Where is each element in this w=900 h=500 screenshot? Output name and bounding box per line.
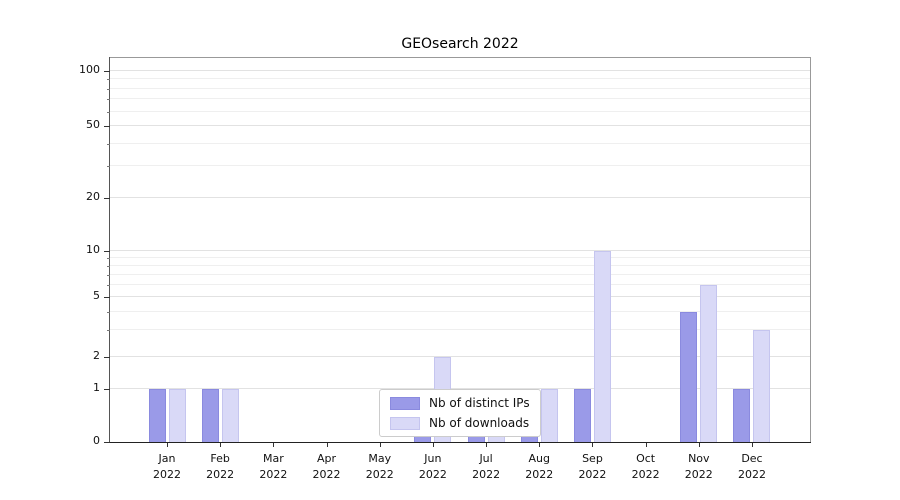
legend-item-downloads: Nb of downloads	[390, 416, 530, 430]
bar-downloads	[753, 330, 771, 442]
x-tick-label: Nov 2022	[684, 452, 713, 481]
x-tick-mark	[486, 443, 488, 447]
x-tick-label: Aug 2022	[525, 452, 554, 481]
y-minor-tick-mark	[107, 257, 110, 259]
y-tick-mark	[104, 389, 110, 390]
gridline-minor	[110, 98, 810, 100]
y-minor-tick-mark	[107, 284, 110, 286]
x-tick-mark	[592, 443, 594, 447]
gridline-minor	[110, 257, 810, 258]
legend-label-distinct-ips: Nb of distinct IPs	[429, 396, 530, 410]
x-axis-line	[109, 442, 811, 443]
x-tick-mark	[698, 443, 700, 447]
bar-downloads	[540, 389, 558, 442]
plot-spine-right	[810, 57, 811, 443]
y-tick-mark	[104, 71, 110, 72]
x-tick-label: Dec 2022	[737, 452, 766, 481]
y-minor-tick-mark	[107, 88, 110, 90]
x-tick-mark	[645, 443, 647, 447]
legend-item-distinct-ips: Nb of distinct IPs	[390, 396, 530, 410]
gridline-major	[110, 70, 810, 71]
bar-downloads	[593, 251, 611, 442]
x-tick-label: Jan 2022	[153, 452, 181, 481]
bar-distinct-ips	[680, 311, 698, 442]
y-minor-tick-mark	[107, 166, 110, 168]
y-tick-mark	[104, 442, 110, 443]
chart-title: GEOsearch 2022	[401, 36, 519, 52]
gridline-minor	[110, 87, 810, 89]
y-tick-mark	[104, 251, 110, 252]
gridline-minor	[110, 110, 810, 112]
plot-area	[110, 58, 810, 442]
gridline-minor	[110, 264, 810, 266]
gridline-major	[110, 296, 810, 297]
bar-downloads	[221, 389, 239, 442]
legend: Nb of distinct IPs Nb of downloads	[379, 389, 541, 437]
bar-distinct-ips	[573, 389, 591, 442]
gridline-minor	[110, 165, 810, 167]
legend-swatch-downloads	[390, 416, 420, 430]
x-tick-mark	[326, 443, 328, 447]
x-tick-mark	[220, 443, 222, 447]
y-tick-label: 10	[86, 243, 100, 256]
bar-downloads	[700, 284, 718, 442]
x-tick-label: Sep 2022	[578, 452, 607, 481]
y-tick-label: 20	[86, 190, 100, 203]
legend-label-downloads: Nb of downloads	[429, 416, 530, 430]
x-tick-label: Jul 2022	[472, 452, 501, 481]
x-tick-mark	[751, 443, 753, 447]
bar-downloads	[168, 389, 186, 442]
gridline-minor	[110, 142, 810, 144]
bar-distinct-ips	[733, 389, 751, 442]
y-minor-tick-mark	[107, 330, 110, 332]
bar-distinct-ips	[148, 389, 166, 442]
legend-swatch-distinct-ips	[390, 396, 420, 410]
gridline-minor	[110, 310, 810, 312]
plot-spine-top	[109, 57, 811, 58]
y-tick-label: 2	[93, 349, 100, 362]
gridline-minor	[110, 283, 810, 285]
y-tick-mark	[104, 297, 110, 298]
x-tick-mark	[273, 443, 275, 447]
gridline-major	[110, 356, 810, 357]
plot-spine-left	[109, 57, 110, 443]
x-tick-label: Mar 2022	[259, 452, 288, 481]
y-tick-label: 1	[93, 381, 100, 394]
y-tick-mark	[104, 126, 110, 127]
y-tick-label: 100	[79, 63, 100, 76]
gridline-major	[110, 250, 810, 251]
gridline-minor	[110, 329, 810, 331]
y-tick-label: 5	[93, 289, 100, 302]
y-minor-tick-mark	[107, 274, 110, 276]
bar-distinct-ips	[201, 389, 219, 442]
y-minor-tick-mark	[107, 111, 110, 113]
gridline-major	[110, 388, 810, 389]
x-tick-label: Apr 2022	[312, 452, 341, 481]
x-tick-mark	[379, 443, 381, 447]
y-minor-tick-mark	[107, 311, 110, 313]
y-tick-label: 50	[86, 118, 100, 131]
x-tick-label: Feb 2022	[206, 452, 235, 481]
x-tick-label: Oct 2022	[631, 452, 660, 481]
gridline-major	[110, 197, 810, 198]
gridline-major	[110, 125, 810, 126]
y-tick-mark	[104, 357, 110, 358]
y-minor-tick-mark	[107, 265, 110, 267]
y-minor-tick-mark	[107, 99, 110, 101]
y-tick-label: 0	[93, 434, 100, 447]
x-tick-mark	[167, 443, 168, 447]
x-tick-mark	[539, 443, 541, 447]
x-tick-mark	[432, 443, 434, 447]
gridline-minor	[110, 78, 810, 80]
y-minor-tick-mark	[107, 143, 110, 145]
y-minor-tick-mark	[107, 79, 110, 81]
x-tick-label: May 2022	[365, 452, 394, 481]
y-tick-mark	[104, 198, 110, 199]
gridline-minor	[110, 273, 810, 275]
x-tick-label: Jun 2022	[418, 452, 447, 481]
